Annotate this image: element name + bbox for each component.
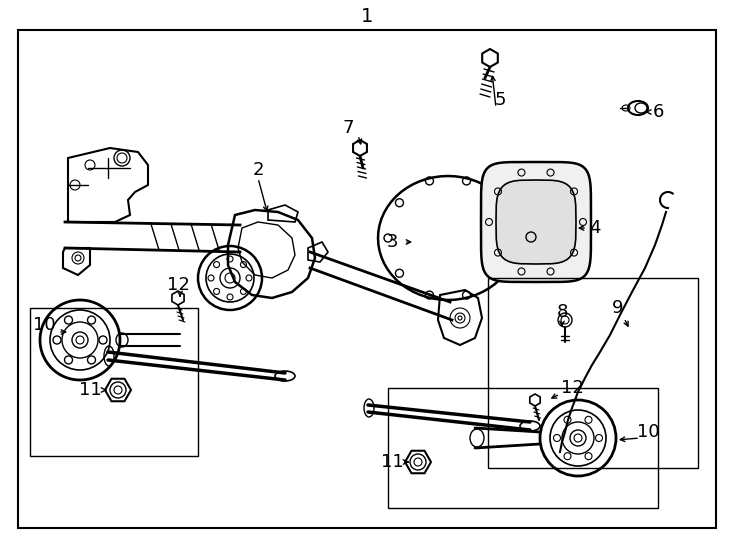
Bar xyxy=(30,308,198,456)
Text: 7: 7 xyxy=(342,119,354,137)
Text: 10: 10 xyxy=(636,423,659,441)
Text: 12: 12 xyxy=(167,276,189,294)
Text: 3: 3 xyxy=(386,233,398,251)
Text: 11: 11 xyxy=(79,381,101,399)
Text: 10: 10 xyxy=(33,316,55,334)
Bar xyxy=(488,278,698,468)
Text: 6: 6 xyxy=(653,103,664,121)
Text: 12: 12 xyxy=(561,379,584,397)
Text: 2: 2 xyxy=(252,161,264,179)
Bar xyxy=(388,388,658,508)
Polygon shape xyxy=(496,180,576,264)
Polygon shape xyxy=(481,162,591,282)
Text: 9: 9 xyxy=(612,299,624,317)
Text: 11: 11 xyxy=(381,453,404,471)
Text: 5: 5 xyxy=(494,91,506,109)
Text: 8: 8 xyxy=(556,303,567,321)
Text: 4: 4 xyxy=(589,219,600,237)
Text: 1: 1 xyxy=(361,6,373,25)
